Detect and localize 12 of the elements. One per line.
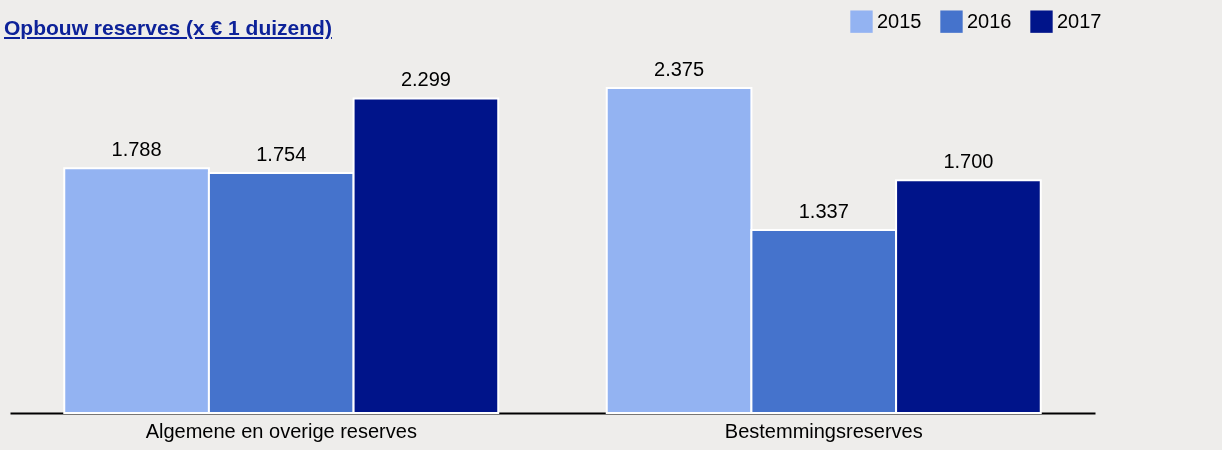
legend-label: 2015 xyxy=(877,9,922,32)
data-label: 2.299 xyxy=(400,68,451,91)
data-label: 1.788 xyxy=(111,138,162,161)
x-tick-label: Bestemmingsreserves xyxy=(724,419,923,442)
data-label: 1.337 xyxy=(798,200,849,223)
data-label: 1.700 xyxy=(943,150,994,173)
data-label: 2.375 xyxy=(654,58,705,80)
chart-title: Opbouw reserves (x € 1 duizend) xyxy=(4,16,332,40)
legend-label: 2017 xyxy=(1057,9,1102,32)
data-label: 1.754 xyxy=(256,142,307,165)
x-tick-label: Algemene en overige reserves xyxy=(145,419,417,442)
legend-label: 2016 xyxy=(967,9,1012,32)
